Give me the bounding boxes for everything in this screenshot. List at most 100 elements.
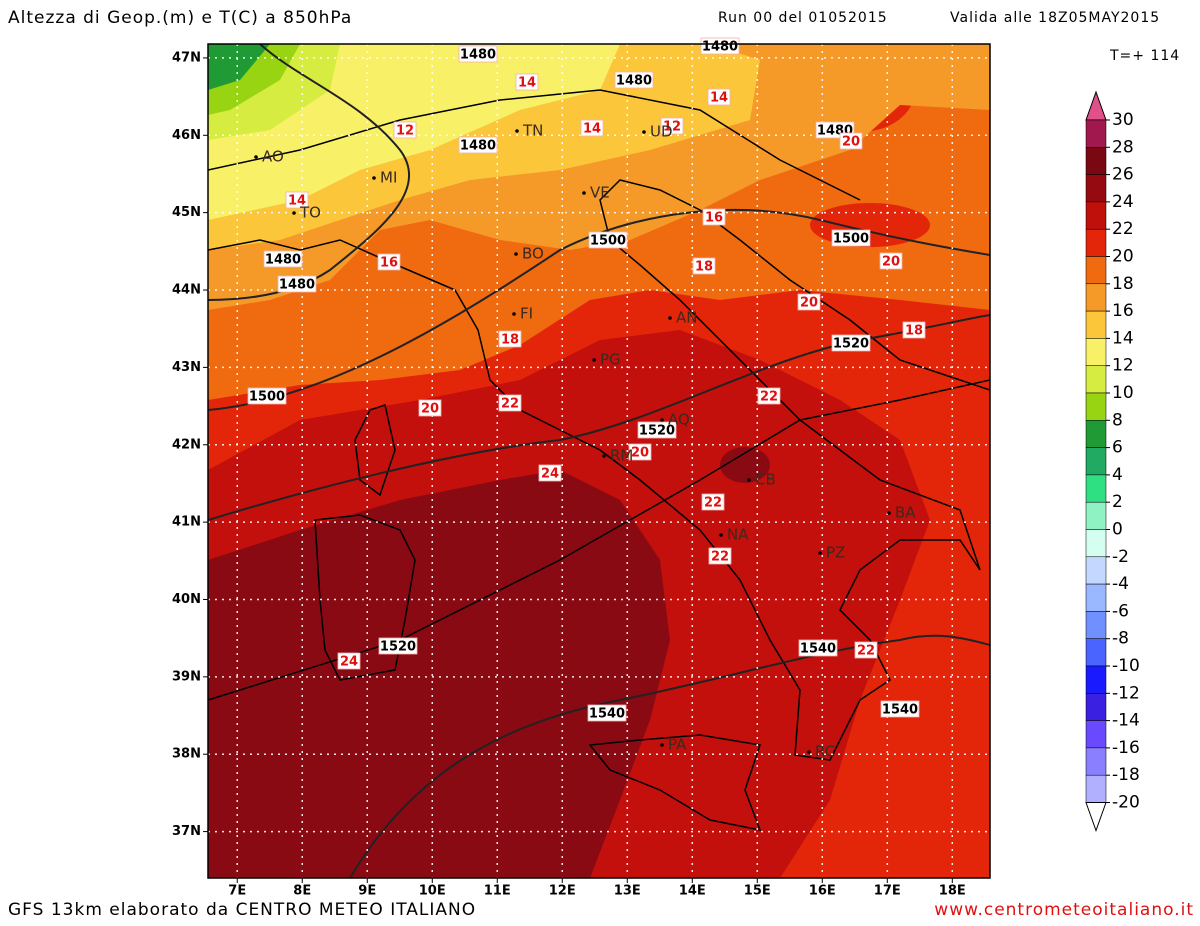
- y-tick-label: 40N: [172, 592, 201, 607]
- city-label: RM: [610, 447, 633, 465]
- run-info: Run 00 del 01052015: [718, 10, 888, 26]
- colorbar-band: [1085, 119, 1107, 148]
- city-dot: [660, 418, 664, 422]
- x-tick-label: 8E: [293, 884, 311, 899]
- temperature-label-box: [702, 208, 726, 226]
- height-label: 1480: [460, 48, 496, 63]
- city-dot: [668, 316, 672, 320]
- city-dot: [512, 312, 516, 316]
- city-label: AO: [262, 148, 284, 166]
- city-dot: [582, 191, 586, 195]
- city-dot: [254, 155, 258, 159]
- colorbar-label: 4: [1112, 465, 1123, 485]
- colorbar-label: -4: [1112, 574, 1129, 594]
- city-label: CB: [755, 471, 776, 489]
- height-label: 1500: [590, 234, 626, 249]
- height-label: 1540: [882, 703, 918, 718]
- colorbar-label: 30: [1112, 110, 1134, 130]
- temperature-label: 18: [501, 333, 519, 348]
- city-dot: [514, 252, 518, 256]
- temperature-label-box: [879, 252, 903, 270]
- x-tick-label: 14E: [679, 884, 706, 899]
- colorbar-band: [1085, 228, 1107, 257]
- colorbar: 302826242220181614121086420-2-4-6-8-10-1…: [1085, 90, 1140, 832]
- colorbar-label: 10: [1112, 383, 1134, 403]
- temperature-label: 22: [857, 644, 875, 659]
- temperature-label-box: [707, 88, 731, 106]
- temperature-label-box: [498, 394, 522, 412]
- temperature-label: 20: [421, 402, 439, 417]
- colorbar-over: [1085, 90, 1107, 121]
- colorbar-band: [1085, 501, 1107, 530]
- city-dot: [642, 130, 646, 134]
- colorbar-label: 28: [1112, 137, 1134, 157]
- colorbar-label: 16: [1112, 301, 1134, 321]
- x-tick-label: 17E: [874, 884, 901, 899]
- height-label: 1520: [833, 337, 869, 352]
- temperature-label: 20: [631, 446, 649, 461]
- temperature-label-box: [708, 547, 732, 565]
- x-tick-label: 7E: [228, 884, 246, 899]
- y-tick-label: 44N: [172, 283, 201, 298]
- colorbar-label: -8: [1112, 629, 1129, 649]
- colorbar-label: -10: [1112, 656, 1140, 676]
- height-label: 1480: [279, 278, 315, 293]
- temperature-label-box: [660, 117, 684, 135]
- temperature-label-box: [757, 387, 781, 405]
- colorbar-label: 12: [1112, 356, 1134, 376]
- height-label-box: [378, 637, 418, 655]
- city-label: TN: [522, 122, 543, 140]
- colorbar-label: 20: [1112, 247, 1134, 267]
- height-label-box: [831, 334, 871, 352]
- temperature-label-box: [854, 641, 878, 659]
- city-label: RC: [815, 743, 835, 761]
- height-label-box: [588, 231, 628, 249]
- temperature-label: 22: [704, 496, 722, 511]
- temperature-label: 14: [518, 76, 536, 91]
- height-label: 1540: [800, 642, 836, 657]
- temperature-label-box: [393, 121, 417, 139]
- footer-website: www.centrometeoitaliano.it: [934, 900, 1194, 920]
- colorbar-band: [1085, 638, 1107, 667]
- colorbar-label: 26: [1112, 165, 1134, 185]
- city-label: UD: [650, 123, 673, 141]
- temperature-label-box: [418, 399, 442, 417]
- y-tick-label: 41N: [172, 515, 201, 530]
- temperature-label-box: [628, 443, 652, 461]
- height-label-box: [587, 704, 627, 722]
- height-label-box: [247, 387, 287, 405]
- y-tick-label: 42N: [172, 437, 201, 452]
- x-tick-label: 16E: [809, 884, 836, 899]
- height-label: 1480: [702, 40, 738, 55]
- temperature-field: [208, 44, 990, 878]
- height-label: 1500: [249, 390, 285, 405]
- city-label: FI: [520, 305, 533, 323]
- valid-info: Valida alle 18Z05MAY2015: [950, 10, 1160, 26]
- city-dot: [292, 211, 296, 215]
- city-label: TO: [299, 204, 321, 222]
- city-dot: [747, 478, 751, 482]
- city-label: BA: [895, 504, 916, 522]
- city-label: AN: [676, 309, 697, 327]
- colorbar-band: [1085, 529, 1107, 558]
- city-dot: [818, 551, 822, 555]
- temperature-label-box: [498, 330, 522, 348]
- height-label: 1520: [380, 640, 416, 655]
- x-tick-label: 13E: [614, 884, 641, 899]
- temperature-label-box: [701, 493, 725, 511]
- colorbar-label: 8: [1112, 410, 1123, 430]
- temperature-label-box: [377, 253, 401, 271]
- colorbar-band: [1085, 583, 1107, 612]
- colorbar-band: [1085, 365, 1107, 394]
- city-label: BO: [522, 245, 544, 263]
- city-dot: [807, 750, 811, 754]
- x-tick-label: 12E: [549, 884, 576, 899]
- temperature-label-box: [839, 132, 863, 150]
- map-frame: [207, 43, 991, 879]
- colorbar-band: [1085, 665, 1107, 694]
- height-label-box: [458, 45, 498, 63]
- colorbar-band: [1085, 611, 1107, 639]
- city-label: MI: [380, 169, 397, 187]
- city-dot: [592, 358, 596, 362]
